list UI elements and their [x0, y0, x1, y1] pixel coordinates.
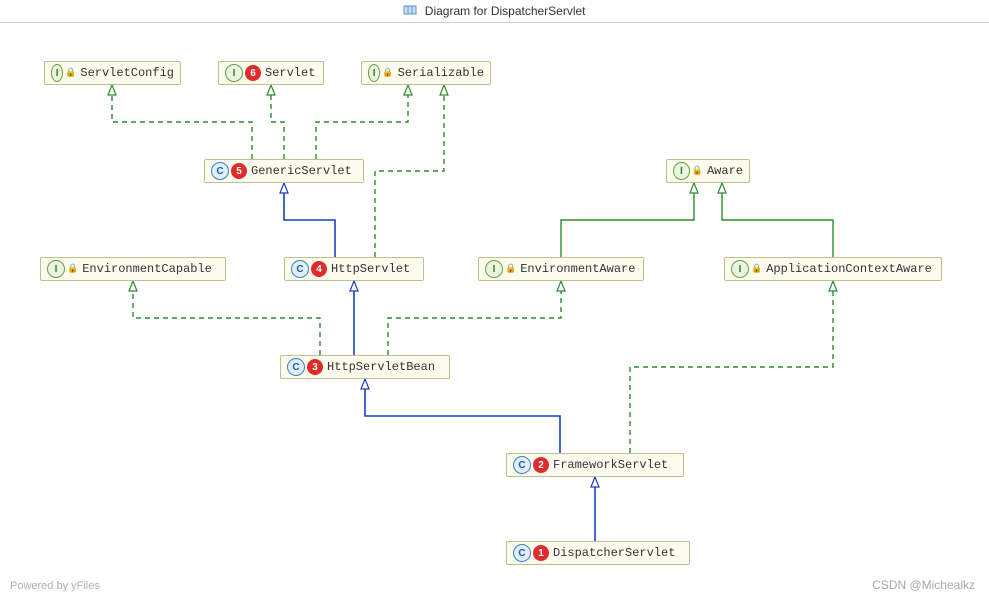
order-badge: 6 [245, 65, 261, 81]
class-icon: C [513, 456, 531, 474]
lock-icon: 🔒 [751, 264, 762, 274]
node-label: Aware [707, 164, 743, 178]
watermark-label: CSDN @Michealkz [872, 578, 975, 592]
edge-genericServlet-servletConfig [112, 85, 252, 159]
class-icon: C [287, 358, 305, 376]
node-label: ApplicationContextAware [766, 262, 932, 276]
node-servletConfig[interactable]: I🔒 ServletConfig [44, 61, 181, 85]
node-label: DispatcherServlet [553, 546, 675, 560]
powered-by-label: Powered by yFiles [10, 580, 100, 592]
node-label: FrameworkServlet [553, 458, 668, 472]
node-servlet[interactable]: I6 Servlet [218, 61, 324, 85]
class-icon: C [513, 544, 531, 562]
edge-genericServlet-serializable [316, 85, 408, 159]
node-label: GenericServlet [251, 164, 352, 178]
edge-httpServlet-serializable [375, 85, 444, 257]
node-genericServlet[interactable]: C5 GenericServlet [204, 159, 364, 183]
order-badge: 2 [533, 457, 549, 473]
edge-httpServletBean-environmentCapable [133, 281, 320, 355]
title-bar: Diagram for DispatcherServlet [0, 0, 989, 23]
node-label: Serializable [398, 66, 484, 80]
node-frameworkServlet[interactable]: C2 FrameworkServlet [506, 453, 684, 477]
node-appCtxAware[interactable]: I🔒 ApplicationContextAware [724, 257, 942, 281]
edge-httpServlet-genericServlet [284, 183, 335, 257]
interface-icon: I [485, 260, 503, 278]
node-label: ServletConfig [80, 66, 174, 80]
interface-icon: I [731, 260, 749, 278]
node-httpServlet[interactable]: C4 HttpServlet [284, 257, 424, 281]
order-badge: 3 [307, 359, 323, 375]
lock-icon: 🔒 [382, 68, 393, 78]
interface-icon: I [225, 64, 243, 82]
interface-icon: I [673, 162, 690, 180]
interface-icon: I [51, 64, 63, 82]
edge-genericServlet-servlet [271, 85, 284, 159]
edge-frameworkServlet-httpServletBean [365, 379, 560, 453]
edge-httpServletBean-environmentAware [388, 281, 561, 355]
node-label: HttpServlet [331, 262, 410, 276]
node-httpServletBean[interactable]: C3 HttpServletBean [280, 355, 450, 379]
diagram-icon [403, 1, 417, 23]
class-icon: C [211, 162, 229, 180]
lock-icon: 🔒 [65, 68, 76, 78]
interface-icon: I [47, 260, 65, 278]
node-label: Servlet [265, 66, 315, 80]
node-dispatcherServlet[interactable]: C1 DispatcherServlet [506, 541, 690, 565]
node-label: EnvironmentAware [520, 262, 635, 276]
edge-frameworkServlet-appCtxAware [630, 281, 833, 453]
order-badge: 4 [311, 261, 327, 277]
lock-icon: 🔒 [505, 264, 516, 274]
order-badge: 1 [533, 545, 549, 561]
lock-icon: 🔒 [692, 166, 703, 176]
order-badge: 5 [231, 163, 247, 179]
edges-layer [0, 23, 989, 596]
node-label: HttpServletBean [327, 360, 435, 374]
diagram-canvas: I🔒ServletConfigI6ServletI🔒SerializableC5… [0, 23, 989, 596]
edge-environmentAware-aware [561, 183, 694, 257]
class-icon: C [291, 260, 309, 278]
title-text: Diagram for DispatcherServlet [425, 4, 586, 18]
interface-icon: I [368, 64, 380, 82]
node-aware[interactable]: I🔒 Aware [666, 159, 750, 183]
node-environmentCapable[interactable]: I🔒 EnvironmentCapable [40, 257, 226, 281]
node-environmentAware[interactable]: I🔒 EnvironmentAware [478, 257, 644, 281]
node-serializable[interactable]: I🔒 Serializable [361, 61, 491, 85]
lock-icon: 🔒 [67, 264, 78, 274]
edge-appCtxAware-aware [722, 183, 833, 257]
node-label: EnvironmentCapable [82, 262, 212, 276]
